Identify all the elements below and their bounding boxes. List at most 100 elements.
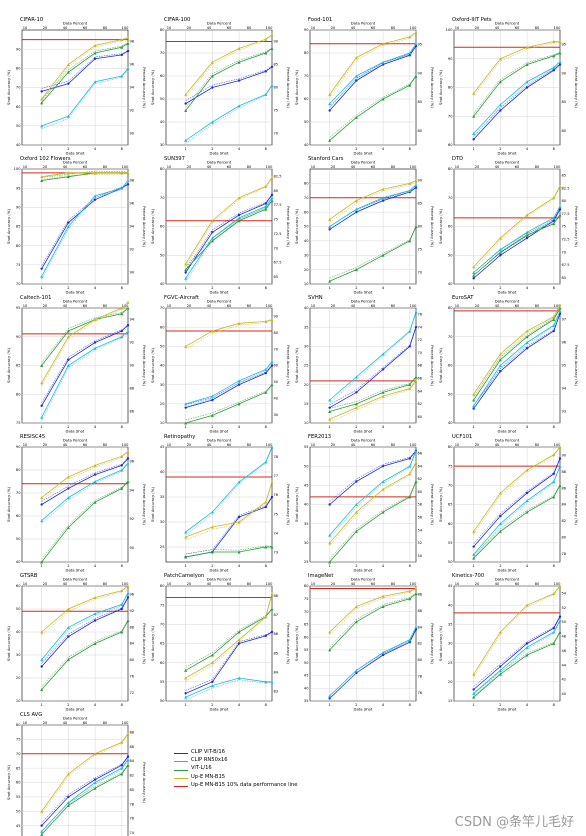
data-point bbox=[472, 271, 476, 274]
data-point bbox=[126, 183, 130, 186]
x2-tick-label: 80 bbox=[103, 582, 108, 586]
data-point bbox=[525, 645, 529, 649]
top-axis-label: Data Percent bbox=[351, 438, 376, 443]
x-tick-label: 4 bbox=[238, 147, 241, 151]
data-point bbox=[498, 491, 502, 495]
chart-panel: Food-101 Data Percent40506070809080859095… bbox=[294, 17, 435, 156]
plot-frame bbox=[21, 585, 129, 702]
panel-title: SVHN bbox=[308, 295, 323, 301]
data-point bbox=[552, 69, 555, 72]
x2-tick-label: 20 bbox=[43, 443, 48, 447]
y-tick-label: 70 bbox=[160, 196, 165, 200]
data-point bbox=[264, 37, 268, 41]
data-point bbox=[67, 635, 70, 638]
data-point bbox=[408, 239, 412, 243]
x2-tick-label: 40 bbox=[351, 443, 356, 447]
y-tick-label: 45 bbox=[304, 484, 309, 488]
series-line bbox=[329, 376, 417, 412]
x2-tick-label: 80 bbox=[247, 26, 252, 30]
series-line-dashed bbox=[473, 620, 561, 697]
y2-tick-label: 96 bbox=[130, 460, 135, 464]
y2-tick-label: 94 bbox=[130, 86, 135, 90]
y-tick-label: 85 bbox=[16, 364, 21, 368]
y-tick-label: 55 bbox=[304, 648, 309, 652]
data-point bbox=[472, 556, 476, 560]
x-tick-label: 4 bbox=[94, 425, 97, 429]
x2-tick-label: 40 bbox=[63, 26, 68, 30]
y2-tick-label: 66 bbox=[418, 452, 423, 456]
top-axis-label: Data Percent bbox=[495, 21, 520, 26]
x2-tick-label: 10 bbox=[167, 582, 172, 586]
panel-title: Kinetics-700 bbox=[452, 573, 484, 579]
data-point bbox=[270, 607, 274, 611]
x2-tick-label: 10 bbox=[23, 304, 28, 308]
x2-tick-label: 100 bbox=[122, 582, 130, 586]
top-axis-label: Data Percent bbox=[207, 438, 232, 443]
legend-item-clip-rn50x16: CLIP RN50x16 bbox=[174, 756, 312, 764]
data-point bbox=[264, 319, 268, 323]
x2-tick-label: 100 bbox=[554, 304, 562, 308]
x2-tick-label: 80 bbox=[535, 582, 540, 586]
data-point bbox=[472, 545, 475, 548]
data-point bbox=[66, 329, 70, 333]
y2-tick-label: 96 bbox=[130, 592, 135, 596]
x2-tick-label: 100 bbox=[410, 582, 418, 586]
y-tick-label: 70 bbox=[16, 282, 21, 286]
y-tick-label: 75 bbox=[304, 597, 309, 601]
x2-tick-label: 20 bbox=[331, 26, 336, 30]
data-point bbox=[381, 196, 385, 200]
data-point bbox=[498, 103, 502, 107]
x2-tick-label: 100 bbox=[554, 165, 562, 169]
y2-tick-label: 67.5 bbox=[562, 263, 570, 267]
series-line-dashed bbox=[473, 62, 561, 137]
series-line-dashed bbox=[329, 180, 417, 223]
x-axis-label: Data Shot bbox=[498, 429, 517, 434]
data-point bbox=[558, 51, 562, 55]
data-point bbox=[184, 421, 188, 425]
data-point bbox=[414, 42, 418, 46]
y2-tick-label: 72 bbox=[130, 691, 135, 695]
panel-title: DTD bbox=[452, 156, 463, 162]
data-point bbox=[93, 51, 97, 55]
x2-tick-label: 60 bbox=[227, 165, 232, 169]
chart-panel: SUN397 Data Percent40506070806567.57072.5… bbox=[150, 156, 291, 295]
x2-tick-label: 20 bbox=[331, 165, 336, 169]
top-axis-label: Data Percent bbox=[495, 299, 520, 304]
y2-tick-label: 88 bbox=[130, 625, 135, 629]
series-line-dashed bbox=[473, 313, 561, 406]
data-point bbox=[354, 529, 358, 533]
y2-tick-label: 70 bbox=[418, 271, 423, 275]
data-point bbox=[414, 325, 418, 329]
y2-tick-label: 52 bbox=[562, 606, 567, 610]
y-tick-label: 50 bbox=[160, 253, 165, 257]
data-point bbox=[66, 63, 70, 66]
x-axis-label: Data Shot bbox=[498, 151, 517, 156]
x-tick-label: 2 bbox=[211, 425, 213, 429]
x-axis-label: Data Shot bbox=[354, 290, 373, 295]
series-line-dashed bbox=[329, 326, 417, 405]
x2-tick-label: 20 bbox=[331, 582, 336, 586]
y-axis-label: Shot Accuracy (%) bbox=[294, 626, 299, 661]
data-point bbox=[270, 199, 274, 203]
series-line-dashed bbox=[329, 32, 417, 98]
x2-tick-label: 20 bbox=[475, 26, 480, 30]
data-point bbox=[414, 74, 418, 78]
x2-tick-label: 10 bbox=[311, 26, 316, 30]
data-point bbox=[408, 472, 412, 476]
series-line bbox=[473, 585, 561, 675]
y-axis-label: Shot Accuracy (%) bbox=[294, 487, 299, 522]
x-axis-label: Data Shot bbox=[354, 568, 373, 573]
data-point bbox=[381, 390, 385, 394]
x-tick-label: 1 bbox=[41, 286, 43, 290]
data-point bbox=[525, 63, 529, 66]
series-line-dashed bbox=[473, 457, 561, 544]
x-axis-label: Data Shot bbox=[498, 290, 517, 295]
series-line-dashed bbox=[41, 38, 129, 103]
data-point bbox=[210, 550, 214, 554]
y2-tick-label: 94 bbox=[130, 318, 135, 322]
data-point bbox=[558, 60, 562, 64]
data-point bbox=[93, 171, 97, 175]
data-point bbox=[126, 584, 130, 588]
data-point bbox=[126, 36, 130, 40]
x-tick-label: 8 bbox=[121, 703, 124, 707]
